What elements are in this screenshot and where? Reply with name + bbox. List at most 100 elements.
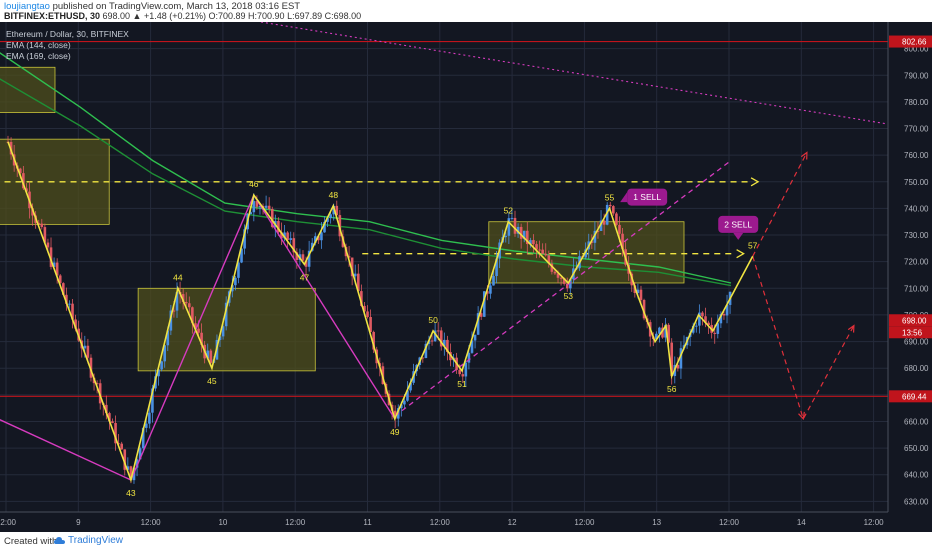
price-tick-label: 760.00: [904, 151, 929, 160]
wave-label: 48: [329, 190, 339, 200]
sell-badge: [627, 188, 668, 206]
candle-body: [83, 345, 87, 349]
candle-body: [489, 285, 492, 294]
candle-body: [605, 204, 609, 225]
candle-body: [270, 208, 274, 227]
legend-ema-169[interactable]: EMA (169, close): [6, 51, 71, 61]
candle-body: [108, 413, 111, 422]
candle-body: [599, 220, 603, 231]
candle-body: [366, 311, 369, 318]
candle-body: [495, 258, 498, 277]
candle-body: [280, 232, 283, 239]
candle-body: [55, 262, 59, 276]
candle-body: [194, 323, 197, 329]
ema-169-line: [0, 78, 732, 287]
candle-body: [157, 369, 160, 377]
candle-body: [470, 340, 474, 353]
candle-body: [86, 345, 90, 358]
wave-label: 46: [249, 179, 259, 189]
candle-body: [221, 326, 225, 337]
legend-ema-144[interactable]: EMA (144, close): [6, 40, 71, 50]
tradingview-brand[interactable]: TradingView: [68, 535, 124, 546]
candle-body: [372, 331, 375, 350]
candle-body: [335, 205, 339, 216]
candle-body: [126, 466, 130, 470]
candle-body: [166, 330, 170, 346]
candle-body: [356, 273, 360, 292]
price-tick-label: 630.00: [904, 497, 929, 506]
magenta-dashed-channel: [394, 159, 732, 417]
candle-body: [661, 327, 664, 338]
time-tick-label: 10: [218, 518, 227, 527]
candle-body: [317, 236, 320, 241]
price-tick-label: 740.00: [904, 204, 929, 213]
time-axis[interactable]: 12:00 9 12:00 10 12:00 11 12:00 12 12:00 13 12:00 1…: [0, 511, 932, 532]
candle-body: [522, 230, 526, 239]
magenta-dotted-trendline: [260, 22, 932, 132]
candle-body: [446, 339, 449, 353]
candle-body: [363, 305, 366, 312]
candle-body: [565, 283, 569, 289]
candle-body: [430, 340, 434, 342]
candle-body: [65, 294, 68, 304]
ohlc-readout: 698.00 ▲ +1.48 (+0.21%) O:700.89 H:700.9…: [102, 11, 362, 21]
candle-body: [701, 312, 704, 317]
wave-label: 45: [207, 376, 217, 386]
price-tick-label: 770.00: [904, 125, 929, 134]
price-tick-label: 650.00: [904, 444, 929, 453]
candle-body: [243, 229, 246, 249]
candle-body: [664, 324, 667, 338]
tradingview-logo-icon: [54, 537, 65, 544]
candle-body: [187, 303, 191, 308]
time-tick-label: 11: [363, 518, 372, 527]
candle-body: [25, 188, 28, 192]
wave-label: 47: [300, 272, 310, 282]
candle-body: [615, 213, 618, 225]
candle-body: [313, 236, 317, 243]
candle-body: [283, 232, 286, 239]
candle-body: [286, 232, 289, 240]
candle-body: [694, 325, 698, 327]
candle-body: [58, 275, 62, 284]
price-axis[interactable]: 630.00640.00650.00660.00670.00680.00690.…: [887, 22, 932, 532]
candle-body: [252, 201, 256, 213]
candle-body: [473, 334, 477, 341]
author-link[interactable]: loujiangtao: [4, 1, 50, 12]
drawing-overlays: [0, 22, 932, 483]
candle-body: [40, 223, 44, 228]
price-tick-label: 800.00: [904, 45, 929, 54]
candle-body: [234, 277, 237, 286]
price-tick-label: 730.00: [904, 231, 929, 240]
candle-body: [52, 262, 56, 267]
candle-body: [117, 443, 120, 445]
candle-body: [550, 263, 554, 272]
candle-body: [562, 278, 566, 284]
candle-body: [618, 224, 621, 234]
price-tick-label: 750.00: [904, 178, 929, 187]
candle-body: [323, 221, 326, 233]
legend-title: Ethereum / Dollar, 30, BITFINEX: [6, 29, 129, 39]
candle-body: [184, 301, 188, 304]
wave-label: 50: [428, 315, 438, 325]
wave-label: 49: [390, 427, 400, 437]
candle-body: [593, 230, 597, 243]
candle-body: [642, 299, 646, 319]
candle-body: [224, 302, 228, 327]
ema-144-line: [0, 52, 732, 284]
time-tick-label: 12:00: [141, 518, 162, 527]
created-with-label: Created with: [4, 536, 58, 547]
candle-body: [350, 257, 354, 277]
candle-body: [722, 314, 726, 316]
legend: Ethereum / Dollar, 30, BITFINEX EMA (144…: [6, 29, 129, 61]
candle-body: [369, 317, 372, 332]
time-tick-label: 12:00: [0, 518, 17, 527]
projection-mid-arrow-icon: [798, 411, 805, 421]
candle-body: [181, 294, 185, 302]
price-tag-top-resistance: 802.66: [902, 38, 927, 47]
price-tag-last-bg: [889, 314, 932, 327]
candle-body: [135, 459, 139, 468]
time-tick-label: 13: [652, 518, 661, 527]
price-chart[interactable]: 43 44 45 46 47 48 49 50 51 52 53 55 56 57 1 SELL 2 SEL…: [0, 22, 932, 532]
candle-body: [169, 310, 173, 331]
candle-body: [144, 423, 148, 428]
